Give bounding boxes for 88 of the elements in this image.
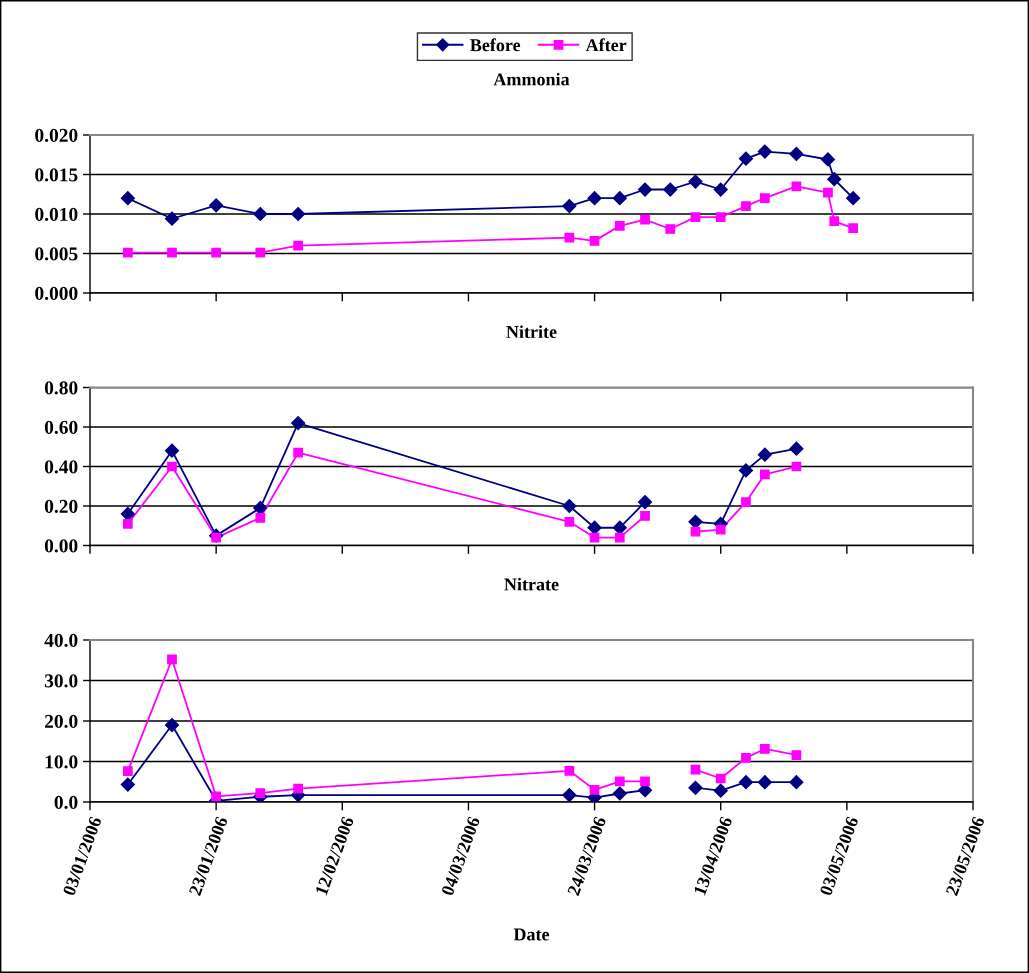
point: [562, 788, 577, 802]
y-tick-label: 0.60: [44, 420, 78, 435]
point: [760, 193, 770, 204]
point: [293, 240, 303, 251]
point: [640, 214, 650, 225]
point: [562, 498, 577, 514]
point: [789, 441, 804, 456]
point: [612, 520, 627, 535]
point: [589, 784, 600, 795]
point: [688, 780, 703, 795]
point: [209, 198, 224, 213]
point: [122, 247, 133, 258]
point: [122, 518, 133, 529]
point: [167, 654, 177, 665]
y-tick-label: 0.00: [44, 539, 78, 553]
y-tick-label: 0.0: [54, 795, 78, 810]
point: [589, 235, 600, 246]
point: [713, 783, 728, 798]
point: [848, 223, 859, 234]
point: [120, 506, 135, 521]
point: [820, 152, 836, 167]
y-tick-label: 0.20: [44, 499, 78, 514]
chart-title: Nitrate: [504, 577, 559, 591]
point: [253, 206, 268, 222]
point: [562, 199, 577, 214]
y-tick-label: 0.000: [35, 286, 78, 301]
y-tick-label: 0.010: [35, 207, 78, 222]
point: [255, 247, 266, 258]
y-tick-label: 0.40: [44, 460, 78, 474]
point: [564, 765, 575, 776]
point: [614, 532, 625, 543]
point: [690, 212, 701, 223]
point: [120, 777, 135, 792]
y-tick-label: 0.020: [35, 128, 78, 143]
x-axis-title: Date: [513, 928, 550, 941]
point: [663, 182, 678, 197]
point: [738, 151, 754, 166]
point: [829, 216, 840, 226]
point: [293, 447, 303, 458]
y-tick-label: 40.0: [44, 633, 78, 648]
point: [741, 201, 751, 211]
y-tick-label: 30.0: [44, 674, 78, 688]
point: [291, 415, 306, 431]
legend-label: After: [585, 38, 627, 52]
point: [612, 191, 627, 206]
point: [587, 520, 602, 535]
y-tick-label: 0.005: [35, 247, 78, 261]
point: [640, 511, 650, 521]
point: [637, 182, 653, 197]
point: [827, 172, 842, 187]
point: [757, 144, 772, 159]
point: [564, 232, 575, 243]
y-tick-label: 20.0: [44, 714, 78, 729]
point: [255, 512, 266, 523]
point: [715, 212, 726, 223]
point: [564, 516, 575, 527]
chart-title: Ammonia: [493, 72, 570, 86]
point: [665, 224, 676, 234]
point: [640, 776, 650, 787]
point: [167, 247, 177, 258]
point: [293, 783, 303, 794]
point: [164, 443, 180, 458]
point: [791, 181, 802, 192]
point: [757, 447, 772, 462]
point: [846, 191, 861, 206]
point: [164, 211, 180, 226]
point: [789, 146, 804, 162]
y-tick-label: 0.015: [35, 168, 78, 182]
legend-label: Before: [470, 38, 521, 52]
point: [587, 191, 602, 206]
chart-title: Nitrite: [506, 325, 557, 339]
point: [713, 182, 728, 197]
point: [291, 206, 306, 222]
point: [612, 786, 627, 801]
y-tick-label: 0.80: [44, 381, 78, 395]
point: [120, 191, 135, 206]
point: [637, 494, 653, 510]
point: [614, 220, 625, 231]
point: [789, 775, 804, 790]
point: [688, 174, 703, 189]
point: [164, 717, 180, 733]
point: [167, 461, 177, 472]
point: [614, 776, 625, 787]
point: [823, 187, 833, 198]
point: [255, 788, 266, 798]
y-tick-label: 10.0: [45, 755, 78, 769]
point: [211, 247, 222, 258]
point: [122, 766, 133, 777]
